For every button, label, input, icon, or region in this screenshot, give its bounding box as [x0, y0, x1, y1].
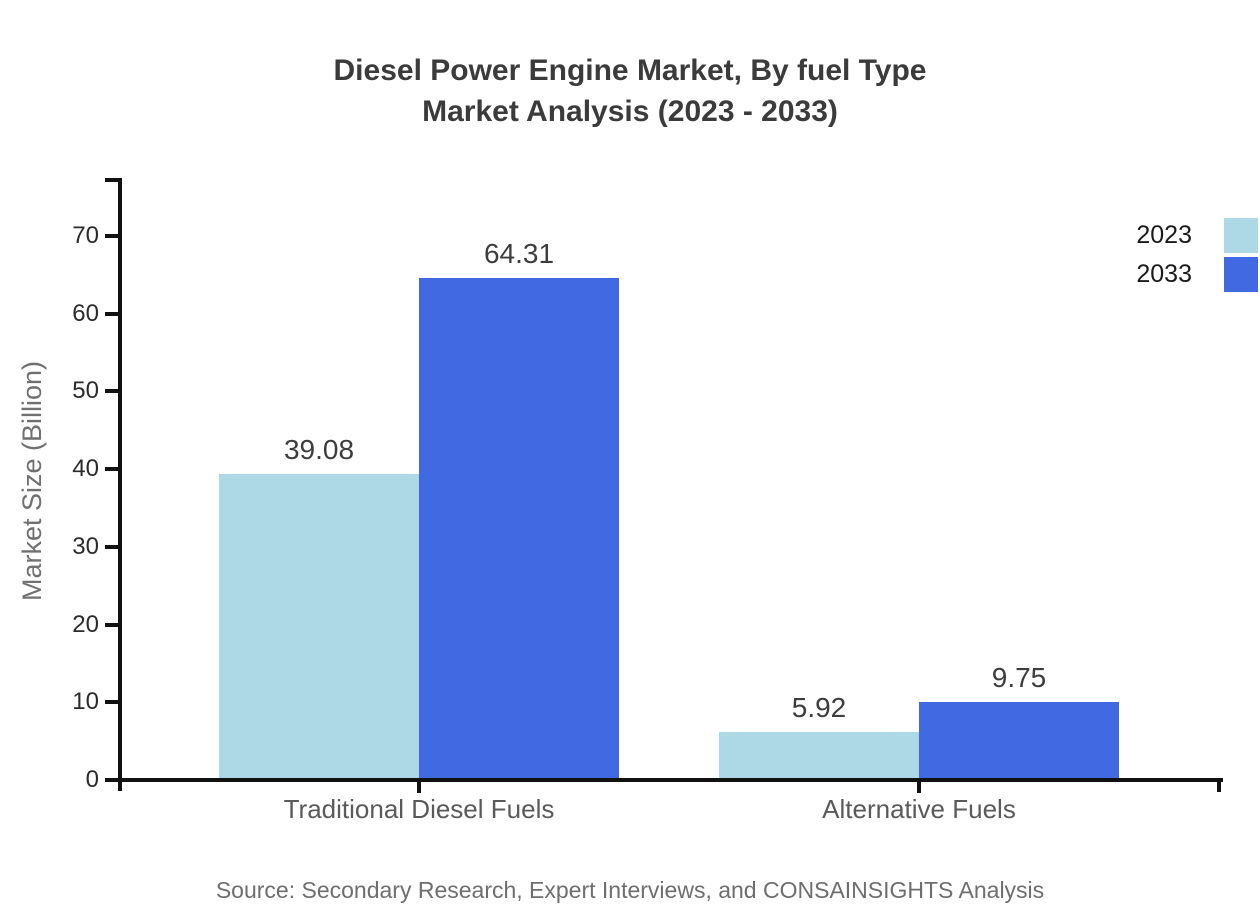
y-tick-30 — [105, 544, 118, 549]
y-axis-line — [118, 178, 122, 791]
y-tick-label-60: 60 — [72, 299, 99, 327]
y-tick-40 — [105, 467, 118, 472]
bar-2033-alternative-fuels — [919, 702, 1119, 778]
y-tick-60 — [105, 311, 118, 316]
chart-title-line1: Diesel Power Engine Market, By fuel Type — [333, 54, 927, 87]
bar-2033-traditional-diesel-fuels — [419, 278, 619, 778]
category-label-traditional-diesel-fuels: Traditional Diesel Fuels — [283, 794, 555, 824]
legend: 2023 2033 — [1136, 218, 1258, 296]
legend-label-2033: 2033 — [1136, 260, 1192, 288]
plot-area: 0 10 20 30 40 50 60 70 39.08 64.31 Traditional Die… — [72, 178, 1223, 824]
y-tick-label-10: 10 — [72, 688, 99, 716]
bar-2023-alternative-fuels — [719, 731, 919, 778]
x-tick-alternative-fuels — [917, 780, 921, 793]
y-tick-label-20: 20 — [72, 610, 99, 638]
value-label-2033-alternative-fuels: 9.75 — [991, 662, 1047, 694]
y-tick-label-30: 30 — [72, 532, 99, 560]
legend-item-2023: 2023 — [1136, 218, 1258, 253]
y-tick-label-0: 0 — [85, 766, 99, 793]
legend-swatch-2023 — [1224, 218, 1258, 253]
y-tick-label-40: 40 — [72, 455, 99, 483]
category-label-alternative-fuels: Alternative Fuels — [822, 794, 1016, 824]
x-axis-end-tick — [1217, 778, 1221, 792]
x-tick-traditional-diesel-fuels — [417, 780, 421, 793]
y-tick-50 — [105, 389, 118, 394]
y-tick-20 — [105, 622, 118, 627]
y-tick-70 — [105, 233, 118, 238]
bar-2023-traditional-diesel-fuels — [219, 474, 419, 778]
legend-label-2023: 2023 — [1136, 221, 1192, 249]
y-tick-10 — [105, 700, 118, 705]
source-note: Source: Secondary Research, Expert Inter… — [215, 877, 1045, 903]
y-tick-label-50: 50 — [72, 377, 99, 405]
y-tick-0 — [105, 778, 118, 782]
value-label-2023-alternative-fuels: 5.92 — [791, 691, 847, 723]
y-tick-label-70: 70 — [72, 221, 99, 249]
chart-title-line2: Market Analysis (2023 - 2033) — [422, 95, 838, 128]
legend-item-2033: 2033 — [1136, 257, 1258, 292]
chart-title: Diesel Power Engine Market, By fuel Type… — [0, 50, 1260, 132]
value-label-2033-traditional-diesel-fuels: 64.31 — [483, 238, 555, 270]
legend-swatch-2033 — [1224, 257, 1258, 292]
value-label-2023-traditional-diesel-fuels: 39.08 — [283, 434, 355, 466]
y-axis-end-tick — [105, 178, 118, 182]
x-axis-line — [105, 778, 1223, 782]
